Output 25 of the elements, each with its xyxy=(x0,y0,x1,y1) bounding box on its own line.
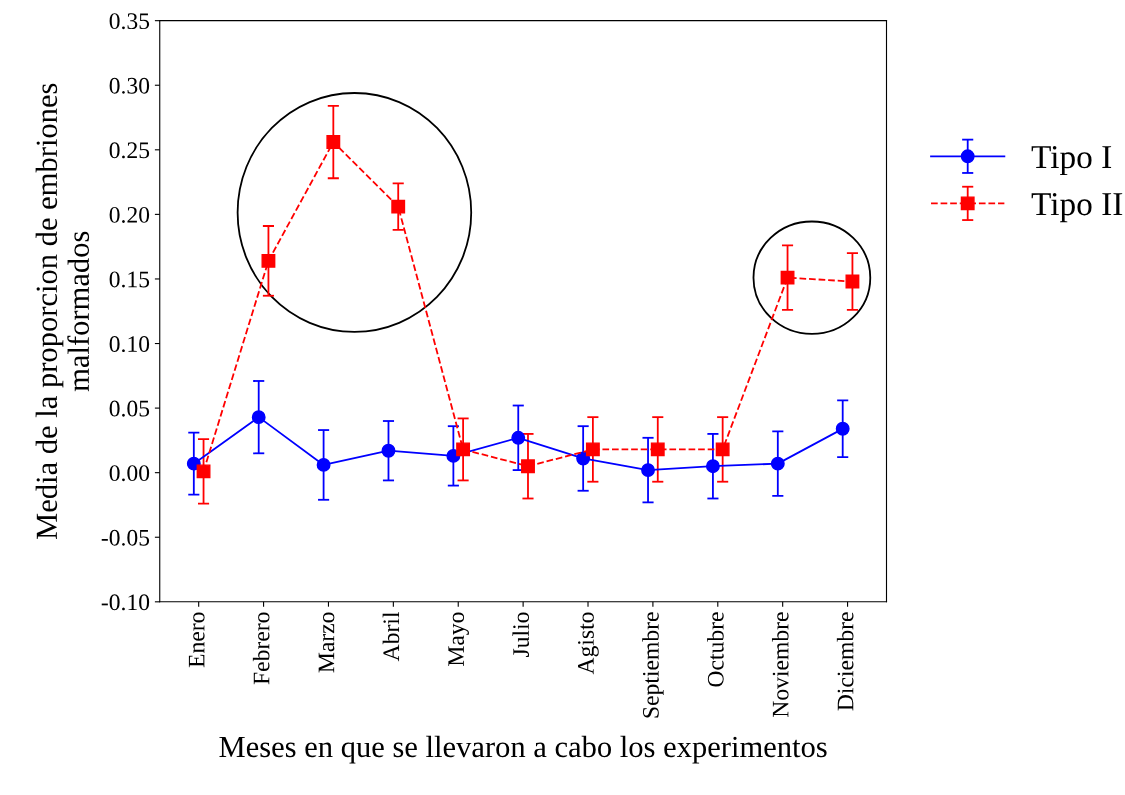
y-tick-label: -0.05 xyxy=(101,529,150,546)
x-tick-label: Mayo xyxy=(448,612,469,666)
x-tick-label: Julio xyxy=(512,612,530,657)
y-tick-label: -0.10 xyxy=(101,594,150,611)
y-axis-title: Media de la proporcion de embriones malformados xyxy=(35,83,90,540)
x-tick-label: Febrero xyxy=(252,612,270,685)
legend-label: Tipo I xyxy=(1031,145,1112,176)
x-tick-label: Noviembre xyxy=(771,612,789,718)
x-tick-label: Septiembre xyxy=(642,612,664,718)
y-tick-label: 0.20 xyxy=(109,206,150,223)
y-tick-label: 0.10 xyxy=(109,336,150,353)
y-tick-label: 0.25 xyxy=(109,142,150,159)
x-tick-label: Agisto xyxy=(577,612,599,675)
x-axis-title: Meses en que se llevaron a cabo los experimentos xyxy=(219,735,827,764)
y-tick-label: 0.35 xyxy=(109,13,150,30)
legend-label: Tipo II xyxy=(1031,192,1123,223)
x-tick-label: Enero xyxy=(188,612,205,668)
y-tick-label: 0.15 xyxy=(109,271,150,288)
x-tick-label: Octubre xyxy=(707,612,724,687)
y-tick-label: 0.30 xyxy=(109,77,150,94)
x-tick-label: Abril xyxy=(382,612,400,662)
x-tick-label: Diciembre xyxy=(836,612,854,711)
y-tick-label: 0.00 xyxy=(109,465,150,482)
y-tick-label: 0.05 xyxy=(109,400,150,417)
x-tick-label: Marzo xyxy=(318,612,335,673)
